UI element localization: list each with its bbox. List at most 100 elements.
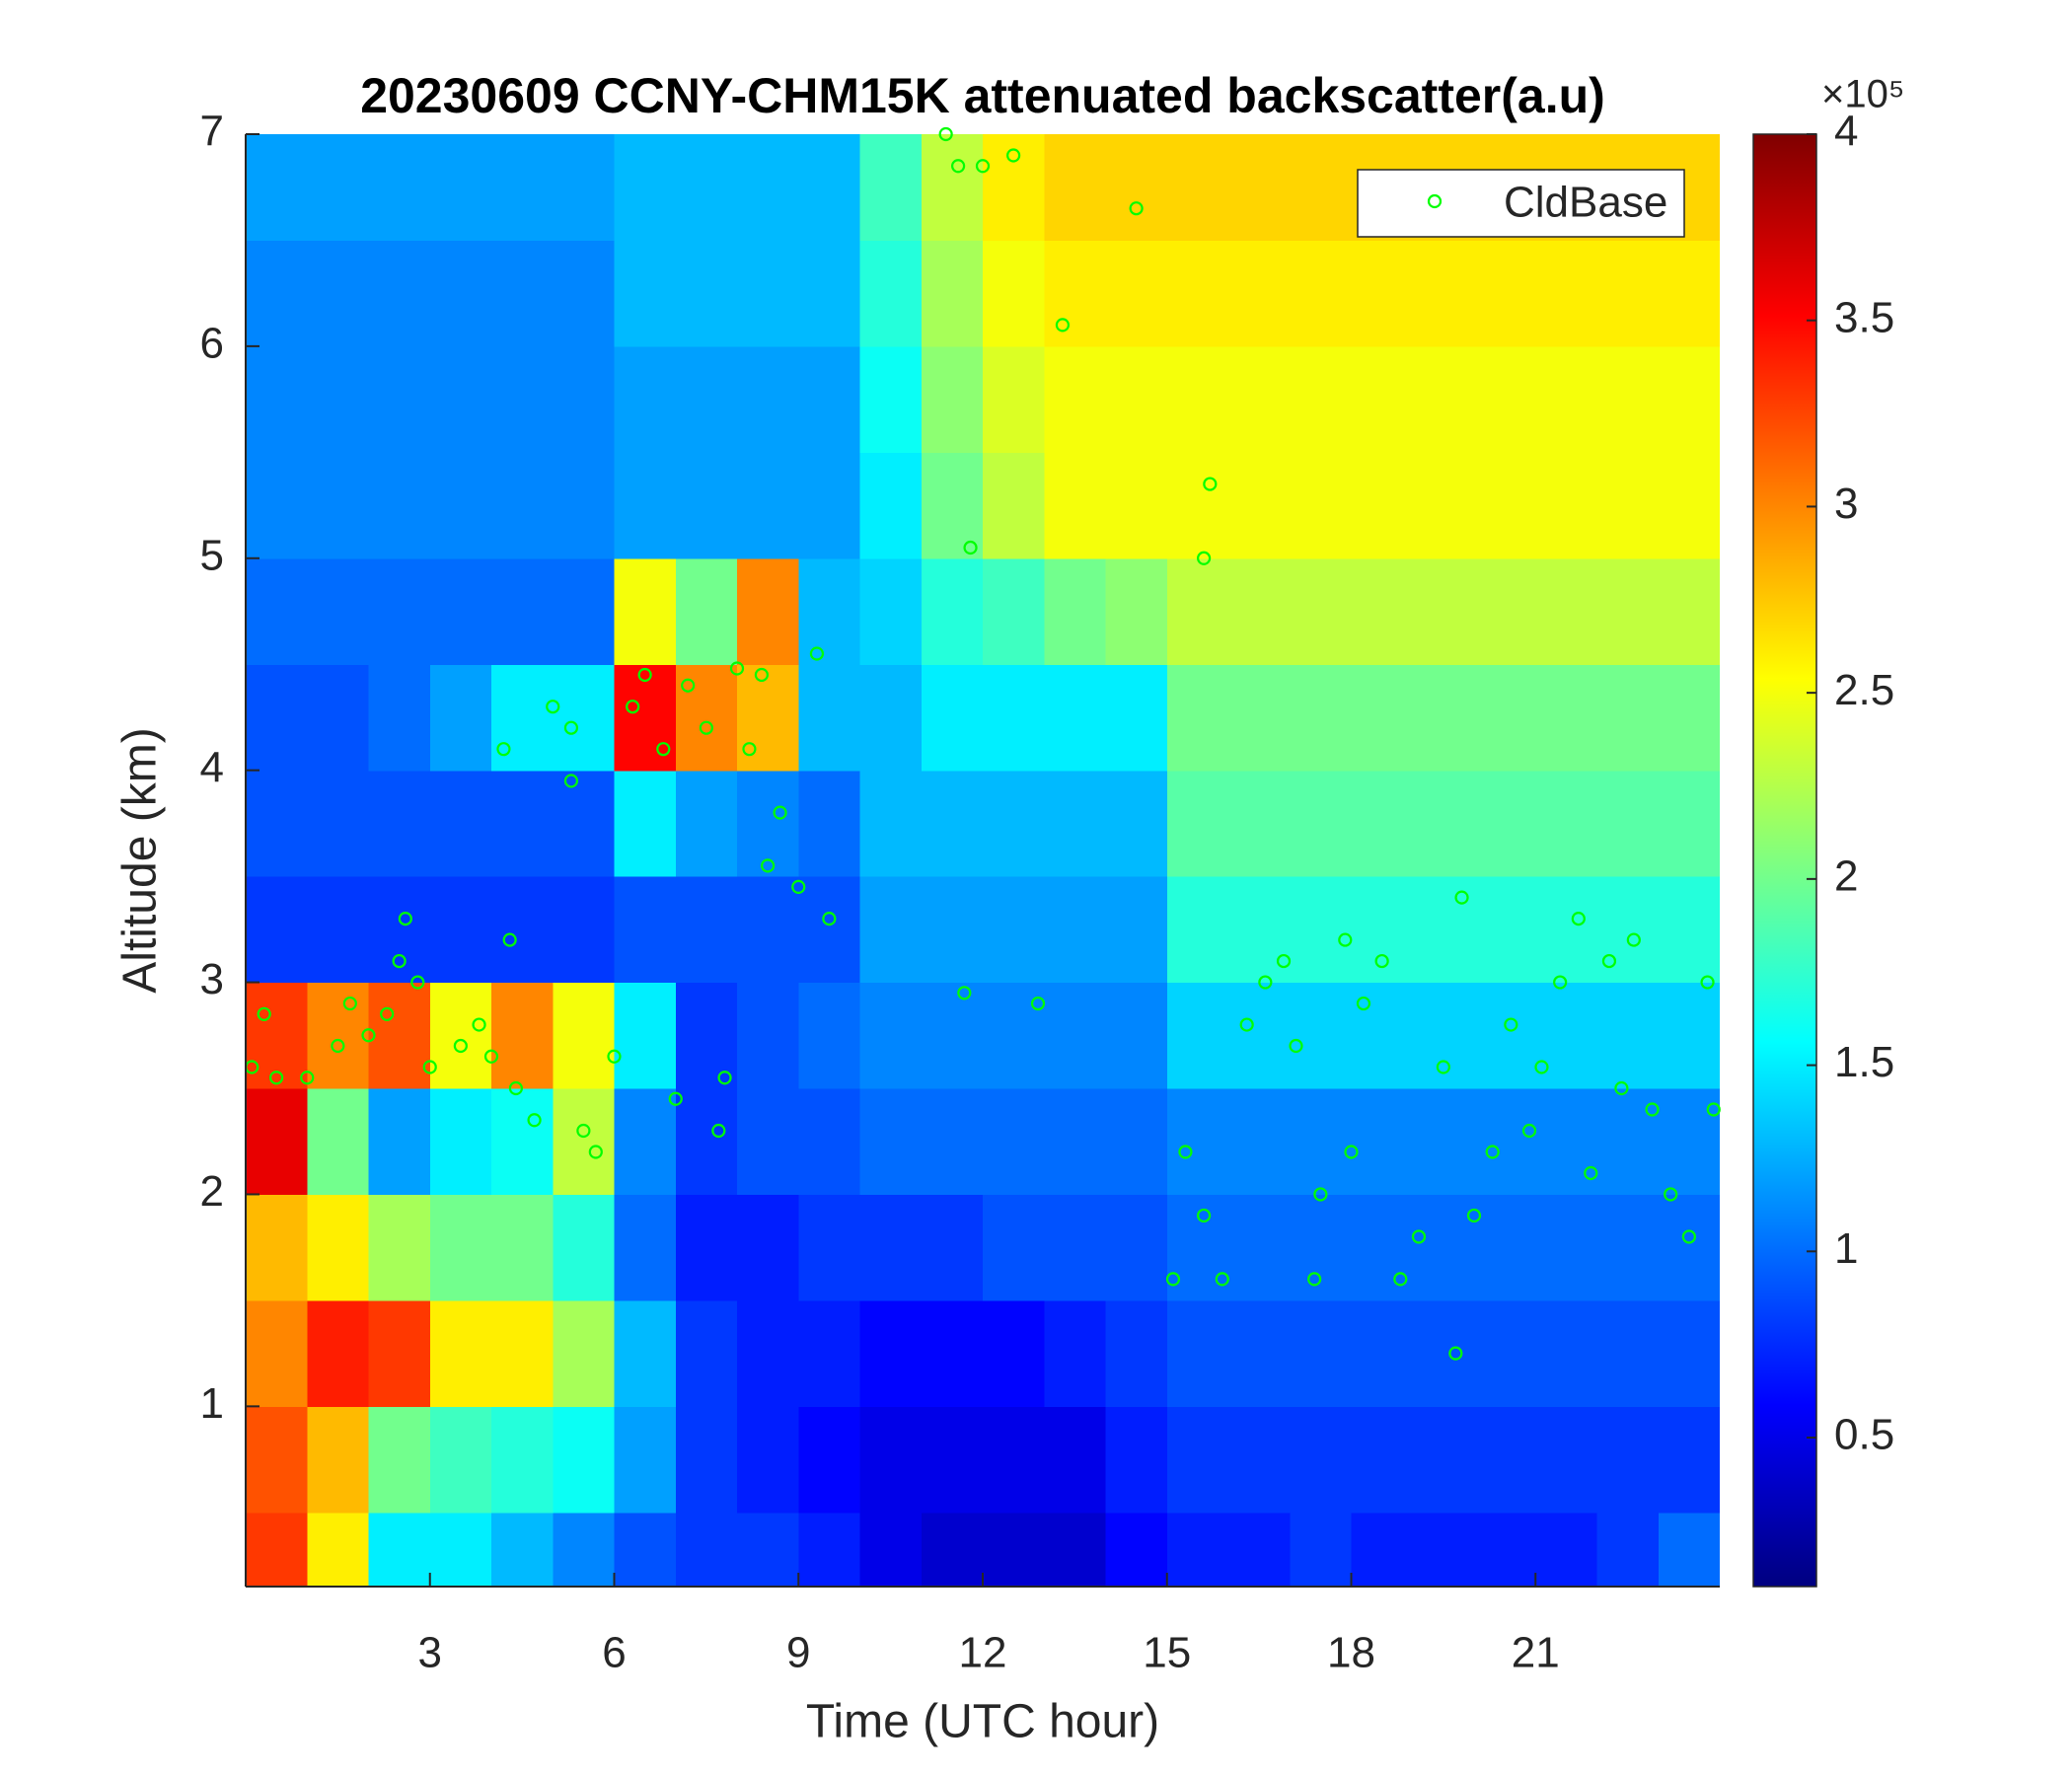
heat-cell [1351, 876, 1414, 984]
heat-cell [491, 452, 554, 559]
heat-cell [1166, 982, 1229, 1089]
cloud-base-point [637, 667, 652, 683]
cloud-base-point [1521, 1123, 1537, 1139]
heat-cell [1535, 452, 1598, 559]
heat-cell [1105, 1406, 1168, 1514]
heat-cell [1044, 557, 1107, 665]
heat-cell [1228, 1088, 1291, 1196]
heat-cell [553, 1512, 616, 1587]
heat-cell [983, 664, 1045, 772]
heat-cell [1535, 557, 1598, 665]
heat-cell [1412, 1194, 1475, 1301]
heat-cell [1412, 1406, 1475, 1514]
heat-cell [1290, 1194, 1353, 1301]
cloud-base-point [453, 1038, 468, 1054]
heat-cell [491, 1512, 554, 1587]
heat-cell [307, 557, 370, 665]
heat-cell [983, 1194, 1045, 1301]
heat-cell [859, 452, 923, 559]
heat-cell [1658, 557, 1720, 665]
heat-cell [246, 1299, 308, 1407]
heat-cell [798, 134, 861, 242]
heat-cell [921, 557, 984, 665]
heat-cell [1535, 1406, 1598, 1514]
heat-cell [1412, 345, 1475, 453]
heat-cell [1412, 1512, 1475, 1587]
cloud-base-point [1584, 1165, 1598, 1181]
heat-cell [1044, 1299, 1107, 1407]
heat-cell [553, 982, 616, 1089]
heat-cell [1351, 1088, 1414, 1196]
heat-cell [675, 876, 738, 984]
heat-cell [491, 876, 554, 984]
cloud-base-point [1178, 1145, 1193, 1159]
cloud-base-point [791, 879, 806, 894]
heat-cell [675, 1406, 738, 1514]
heat-cell [921, 664, 984, 772]
cloud-base-point [300, 1071, 315, 1085]
x-tick-label: 18 [1327, 1629, 1375, 1677]
y-tick-label: 5 [200, 531, 224, 579]
cloud-base-point [1006, 148, 1021, 163]
heat-cell [675, 1088, 738, 1196]
heat-cell [614, 982, 677, 1089]
heat-cell [1105, 770, 1168, 877]
heat-cell [1351, 982, 1414, 1089]
heat-cell [1044, 770, 1107, 877]
heat-cell [368, 664, 431, 772]
heat-cell [307, 345, 370, 453]
heat-cell [1474, 770, 1536, 877]
x-tick-label: 12 [959, 1629, 1007, 1677]
colorbar [1752, 133, 1817, 1588]
y-tick-label: 7 [200, 108, 224, 156]
cloud-base-point [761, 858, 776, 873]
heat-cell [246, 1088, 308, 1196]
cloud-base-point [1553, 975, 1568, 990]
heat-cell [859, 134, 923, 242]
heat-cell [491, 1299, 554, 1407]
heat-cell [1535, 770, 1598, 877]
heat-cell [983, 345, 1045, 453]
heat-cell [1412, 1299, 1475, 1407]
cloud-base-point [1239, 1017, 1254, 1032]
heat-cell [921, 134, 984, 242]
heat-cell [1228, 345, 1291, 453]
heat-cell [1658, 240, 1720, 347]
heat-cell [737, 770, 799, 877]
heat-cell [1228, 134, 1291, 242]
heat-cell [368, 240, 431, 347]
heat-cell [1658, 452, 1720, 559]
cloud-base-point [546, 700, 560, 714]
heat-cell [1166, 1088, 1229, 1196]
heat-cell [553, 770, 616, 877]
heat-cell [1351, 240, 1414, 347]
heat-cell [859, 1512, 923, 1587]
heat-cell [737, 452, 799, 559]
cloud-base-point [1393, 1272, 1408, 1287]
heat-cell [859, 1299, 923, 1407]
heat-cell [307, 452, 370, 559]
cloud-base-point [269, 1071, 284, 1085]
heat-cell [1290, 1406, 1353, 1514]
heat-cell [675, 664, 738, 772]
cloud-base-point [502, 932, 517, 947]
heat-cell [429, 557, 492, 665]
cloud-base-point [1504, 1017, 1518, 1032]
cloud-base-point [963, 540, 978, 555]
heat-cell [1166, 876, 1229, 984]
heat-cell [1658, 664, 1720, 772]
heat-cell [614, 664, 677, 772]
cloud-base-point [1571, 911, 1586, 926]
cloud-base-point [563, 720, 579, 735]
heat-cell [429, 1406, 492, 1514]
heat-cell [1044, 664, 1107, 772]
heat-cell [798, 557, 861, 665]
heat-cell [1596, 982, 1660, 1089]
heat-cell [859, 1194, 923, 1301]
heat-cell [246, 664, 308, 772]
heat-cell [1166, 770, 1229, 877]
colorbar-tick-label: 2.5 [1834, 666, 1894, 714]
heat-cell [1474, 557, 1536, 665]
heat-cell [1351, 452, 1414, 559]
cloud-base-point [1454, 890, 1469, 905]
